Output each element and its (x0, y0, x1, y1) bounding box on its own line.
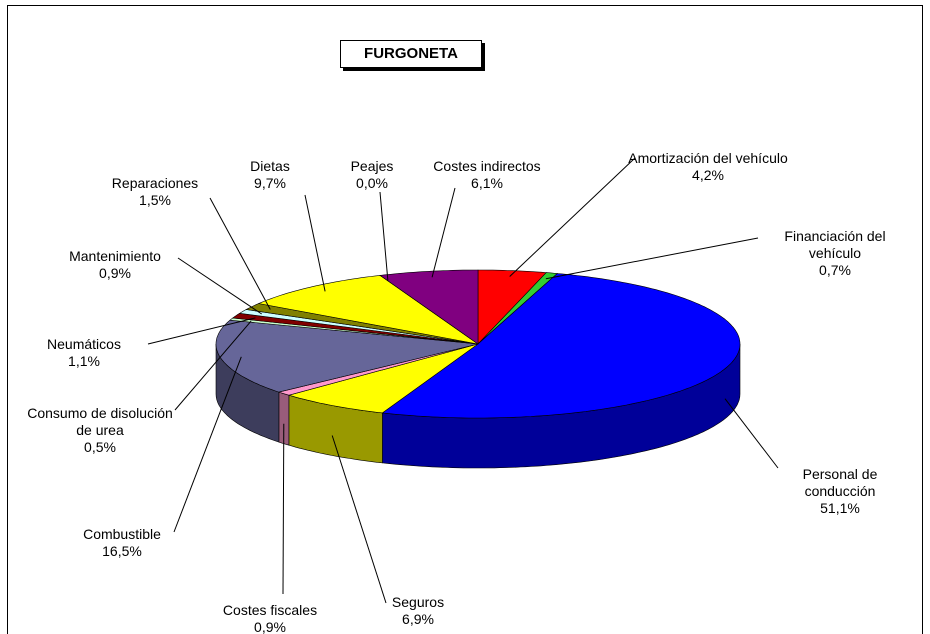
category-name: Amortización del vehículo (628, 150, 788, 166)
value-label: 16,5% (102, 543, 142, 559)
category-name: Peajes (350, 158, 394, 174)
category-name: Seguros (391, 594, 445, 610)
category-name: Neumáticos (47, 336, 121, 352)
chart-frame (7, 5, 923, 634)
category-name: Combustible (83, 526, 161, 542)
category-name: Mantenimiento (69, 248, 161, 264)
value-label: 51,1% (820, 500, 860, 516)
value-label: 0,0% (356, 175, 388, 191)
slice-label: Personal de conducción 51,1% (770, 466, 910, 517)
slice-label: Amortización del vehículo 4,2% (628, 150, 788, 184)
slice-label: Neumáticos 1,1% (24, 336, 144, 370)
value-label: 1,1% (68, 353, 100, 369)
leader-line (147, 317, 256, 345)
category-name: Costes indirectos (433, 158, 541, 174)
slice (287, 343, 479, 414)
slice-label: Consumo de disolución de urea 0,5% (20, 405, 180, 456)
chart-title: FURGONETA (340, 40, 482, 68)
category-name: Dietas (250, 158, 290, 174)
slice-label: Financiación del vehículo 0,7% (760, 228, 910, 279)
category-name: Consumo de disolución de urea (27, 405, 173, 438)
slice-label: Dietas 9,7% (230, 158, 310, 192)
leader-line (174, 320, 252, 411)
value-label: 0,9% (254, 619, 286, 634)
slice-label: Costes fiscales 0,9% (200, 602, 340, 634)
leader-line (431, 187, 456, 278)
slice-label: Seguros 6,9% (368, 594, 468, 628)
slice (257, 275, 479, 345)
value-label: 1,5% (139, 192, 171, 208)
slice-label: Reparaciones 1,5% (90, 175, 220, 209)
value-label: 6,9% (402, 611, 434, 627)
slice-label: Combustible 16,5% (62, 526, 182, 560)
leader-line (509, 157, 636, 277)
value-label: 0,9% (99, 265, 131, 281)
slice (477, 269, 547, 345)
slice-label: Peajes 0,0% (332, 158, 412, 192)
category-name: Reparaciones (111, 175, 199, 191)
leader-line (209, 197, 271, 310)
leader-line (724, 398, 779, 469)
slice (381, 273, 741, 419)
leader-line (282, 423, 285, 595)
value-label: 0,7% (819, 262, 851, 278)
leader-line (379, 191, 389, 281)
leader-line (545, 237, 759, 280)
slice-label: Mantenimiento 0,9% (50, 248, 180, 282)
value-label: 4,2% (692, 167, 724, 183)
leader-line (304, 194, 326, 292)
category-name: Costes fiscales (222, 602, 318, 618)
slice-label: Costes indirectos 6,1% (412, 158, 562, 192)
leader-line (173, 356, 242, 533)
category-name: Personal de conducción (802, 466, 878, 499)
leader-line (331, 435, 387, 604)
slice (379, 269, 479, 345)
slice (215, 319, 479, 393)
category-name: Financiación del vehículo (784, 228, 886, 261)
leader-line (177, 257, 262, 315)
value-label: 9,7% (254, 175, 286, 191)
value-label: 6,1% (471, 175, 503, 191)
value-label: 0,5% (84, 439, 116, 455)
